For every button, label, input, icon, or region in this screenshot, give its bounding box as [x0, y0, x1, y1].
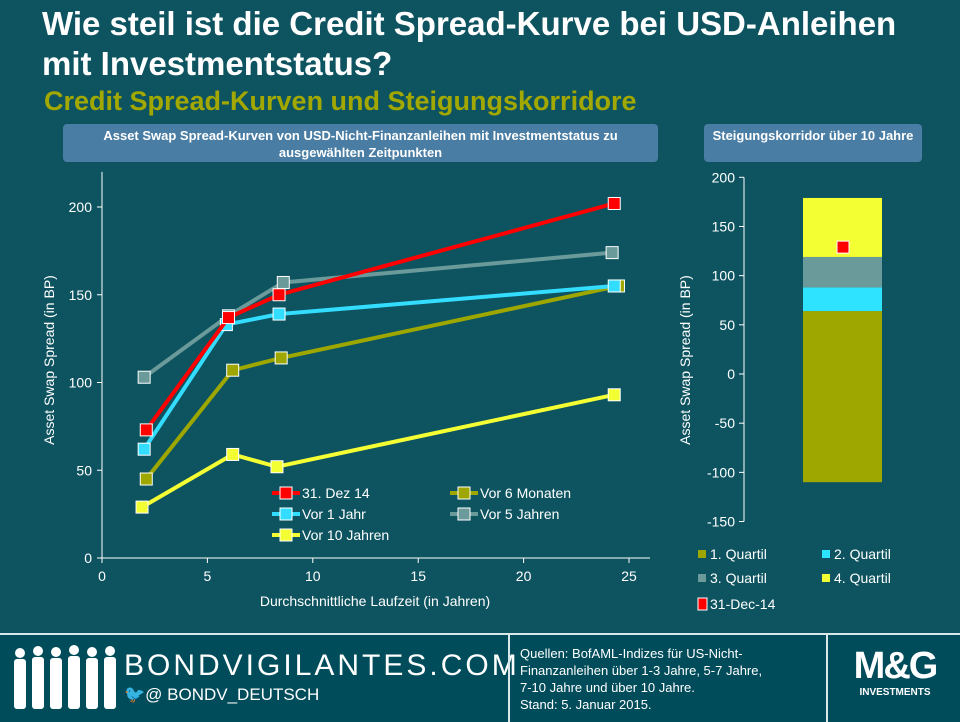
legend-label: Vor 10 Jahren: [302, 527, 389, 543]
legend-label: Vor 6 Monaten: [480, 485, 571, 501]
y-axis-label: Asset Swap Spread (in BP): [41, 275, 57, 445]
y-tick-label: -150: [707, 514, 735, 530]
y-axis-label: Asset Swap Spread (in BP): [677, 275, 693, 445]
y-tick-label: 0: [84, 550, 92, 566]
y-tick-label: 200: [712, 169, 736, 185]
y-tick-label: 50: [76, 462, 92, 478]
legend-swatch: [822, 574, 830, 582]
bar-chart: -150 -100 -50 0 50 100 150 200 Asset Swap Spread…: [677, 169, 891, 612]
right-chart-title: Steigungskorridor über 10 Jahre: [704, 124, 922, 162]
data-point: [272, 307, 286, 321]
data-point: [607, 196, 621, 210]
legend-swatch: [822, 550, 830, 558]
y-tick-label: 0: [727, 366, 735, 382]
legend-label: 31. Dez 14: [302, 485, 370, 501]
legend-swatch: [698, 550, 706, 558]
bar-segment: [803, 311, 882, 483]
data-point: [605, 246, 619, 260]
page-subtitle: Credit Spread-Kurven und Steigungskorrid…: [44, 86, 637, 116]
data-point: [135, 500, 149, 514]
divider: [508, 635, 510, 722]
legend-swatch: [698, 574, 706, 582]
line-chart: 0 50 100 150 200 0 5 10 15 20 25 Durchschnittliche …: [41, 171, 650, 609]
bar-segment: [803, 256, 882, 288]
legend-label: Vor 1 Jahr: [302, 506, 366, 522]
mg-logo: M&G INVESTMENTS: [853, 645, 939, 698]
x-tick-label: 25: [621, 568, 637, 584]
series-line: [142, 283, 615, 451]
x-tick-label: 10: [305, 568, 321, 584]
legend-label: 3. Quartil: [710, 570, 767, 586]
x-tick-label: 0: [98, 568, 106, 584]
legend-marker: [457, 507, 471, 521]
data-point: [274, 351, 288, 365]
data-point: [226, 447, 240, 461]
legend-marker: [279, 528, 293, 542]
x-tick-label: 20: [516, 568, 532, 584]
data-point: [137, 370, 151, 384]
bar-segment: [803, 287, 882, 312]
data-point: [272, 288, 286, 302]
series-line: [141, 392, 615, 509]
data-point: [139, 472, 153, 486]
series-line: [144, 284, 619, 481]
legend-label: 31-Dec-14: [710, 596, 776, 612]
legend-marker: [279, 507, 293, 521]
marker-point: [836, 240, 850, 254]
y-tick-label: 150: [69, 287, 93, 303]
x-tick-label: 15: [410, 568, 426, 584]
source-text: Quellen: BofAML-Indizes für US-Nicht- Fi…: [520, 646, 763, 712]
left-chart-title: Asset Swap Spread-Kurven von USD-Nicht-F…: [63, 124, 658, 162]
y-tick-label: 100: [69, 375, 93, 391]
data-point: [607, 388, 621, 402]
page-title: Wie steil ist die Credit Spread-Kurve be…: [42, 5, 897, 82]
data-point: [607, 279, 621, 293]
people-silhouette-icon: [14, 645, 116, 709]
y-tick-label: 50: [719, 317, 735, 333]
divider: [826, 635, 828, 722]
data-point: [270, 460, 284, 474]
y-tick-label: 100: [712, 268, 736, 284]
x-tick-label: 5: [204, 568, 212, 584]
data-point: [137, 442, 151, 456]
y-tick-label: -50: [715, 415, 735, 431]
series-line: [142, 250, 613, 379]
data-point: [221, 311, 235, 325]
legend-label: 4. Quartil: [834, 570, 891, 586]
y-tick-label: 150: [712, 218, 736, 234]
footer: BONDVIGILANTES.COM 🐦@ BONDV_DEUTSCH Quel…: [0, 633, 960, 722]
legend-marker: [457, 486, 471, 500]
series-line: [144, 201, 615, 432]
y-tick-label: 200: [69, 199, 93, 215]
y-tick-label: -100: [707, 464, 735, 480]
legend-label: 1. Quartil: [710, 546, 767, 562]
twitter-icon: 🐦: [124, 685, 146, 704]
data-point: [139, 423, 153, 437]
x-axis-label: Durchschnittliche Laufzeit (in Jahren): [260, 593, 490, 609]
legend-marker: [697, 597, 708, 611]
data-point: [226, 363, 240, 377]
legend-label: 2. Quartil: [834, 546, 891, 562]
twitter-handle[interactable]: 🐦@ BONDV_DEUTSCH: [124, 685, 320, 704]
site-link[interactable]: BONDVIGILANTES.COM: [124, 649, 520, 682]
legend-label: Vor 5 Jahren: [480, 506, 559, 522]
legend-marker: [279, 486, 293, 500]
